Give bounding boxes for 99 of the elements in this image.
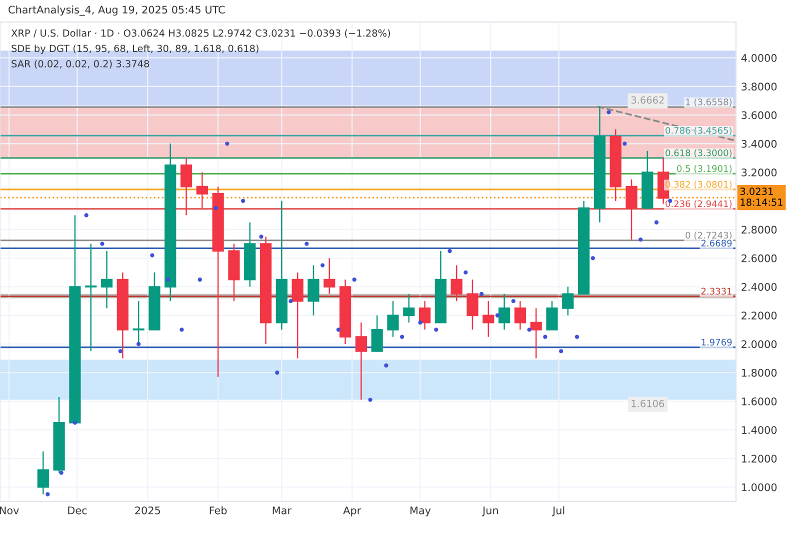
candlestick [85, 243, 97, 352]
y-tick-label: 4.0000 [741, 54, 777, 62]
ref-line-label: 0 (2.7243) [686, 232, 732, 240]
x-tick-label: May [410, 506, 431, 516]
annotation: SDE by DGT (15, 95, 68, Left, 30, 89, 1.618, 0.618) [12, 44, 258, 54]
point [654, 220, 659, 224]
point [84, 213, 88, 218]
candlestick [37, 450, 49, 495]
candlestick [308, 264, 320, 316]
point [136, 342, 141, 346]
candlestick [355, 322, 367, 400]
candlestick [403, 293, 415, 324]
point [275, 370, 280, 375]
candlestick [132, 300, 144, 345]
y-tick-label: 1.4000 [742, 426, 777, 434]
point [590, 256, 595, 260]
y-tick-label: 3.8000 [742, 82, 777, 91]
y-tick-label: 2.0000 [742, 340, 777, 348]
ref-line-label: 3.0231 18:14:51 [740, 188, 782, 206]
point [384, 363, 388, 368]
x-tick-label: 2025 [135, 506, 160, 514]
point [150, 253, 154, 258]
text: XRP / U.S. Dollar · 1D · O3.0624 H3.0825 L2.9742 C3.0231 −0.0393 (−1.28%) [11, 29, 390, 38]
point [543, 334, 548, 339]
x-tick-label: Dec [68, 506, 87, 514]
point [180, 328, 184, 332]
point [495, 313, 500, 318]
y-tick-label: 1.2000 [742, 454, 777, 463]
x-tick-label: Mar [272, 506, 292, 514]
ref-line-label: 0.786 (3.4565) [666, 126, 732, 135]
point [72, 420, 78, 425]
candlestick [450, 264, 462, 302]
candlestick [482, 300, 494, 338]
chart-title: ChartAnalysis_4, Aug 19, 2025 05:45 UTC [8, 6, 225, 16]
ref-line-label: 1.9769 [702, 338, 732, 346]
point [434, 328, 438, 332]
candlestick [100, 250, 113, 309]
candlestick [626, 178, 638, 240]
x-tick-label: Feb [210, 506, 227, 514]
point [320, 263, 325, 268]
y-tick-label: 2.4000 [742, 282, 777, 291]
y-tick-label: 2.2000 [742, 312, 777, 320]
point [527, 328, 532, 332]
ref-line-label: 1 (3.6558) [686, 98, 732, 106]
point [240, 198, 246, 203]
point [368, 398, 372, 402]
point [511, 298, 516, 304]
band-label: 3.6662 [631, 96, 664, 104]
candlestick [371, 314, 383, 352]
candlestick [546, 300, 558, 330]
candlestick [562, 286, 574, 316]
y-tick-label: 3.6000 [742, 111, 777, 120]
y-tick-label: 2.6000 [742, 254, 777, 262]
ref-line-label: 0.236 (2.9441) [666, 200, 732, 208]
y-tick-label: 1.8000 [742, 368, 777, 377]
ref-line-label: 2.6689 [701, 240, 732, 247]
candlestick [387, 300, 399, 338]
point [559, 349, 564, 354]
point [606, 110, 611, 114]
point [638, 237, 643, 242]
point [288, 298, 293, 304]
point [59, 470, 64, 475]
point [479, 292, 484, 296]
y-tick-label: 1.0000 [742, 483, 777, 492]
y-tick-label: 2.8000 [742, 226, 777, 234]
point [418, 320, 422, 325]
ref-line-label: 0.5 (3.1901) [677, 164, 732, 174]
candlestick [196, 172, 208, 209]
annotation: SAR (0.02, 0.02, 0.2) 3.3748 [12, 60, 150, 69]
x-tick-label: Jul [552, 506, 564, 516]
point [336, 328, 341, 332]
point [464, 270, 468, 275]
y-tick-label: 3.2000 [742, 168, 777, 176]
candlestick [466, 278, 478, 330]
point [259, 234, 264, 239]
ref-line-label: 0.618 (3.3000) [666, 149, 732, 158]
ref-line-label: 2.3331 [701, 288, 732, 295]
point [622, 142, 627, 146]
band-label: 1.6106 [632, 400, 664, 408]
point [214, 206, 218, 210]
y-tick-label: 1.6000 [742, 397, 777, 406]
point [448, 248, 452, 254]
point [225, 142, 230, 146]
ref-line-label: 0.382 (3.0801) [666, 180, 732, 189]
point [166, 278, 170, 282]
x-tick-label: Nov [0, 506, 19, 514]
point [198, 278, 202, 282]
candlestick [418, 300, 431, 330]
point [304, 242, 309, 246]
x-tick-label: Jun [482, 506, 498, 516]
point [118, 349, 122, 354]
candlestick [180, 157, 192, 216]
point [352, 278, 356, 282]
point [100, 242, 104, 246]
x-tick-label: Apr [343, 506, 362, 516]
y-tick-label: 3.4000 [742, 140, 777, 148]
point [46, 492, 50, 496]
point [400, 334, 404, 339]
point [574, 334, 580, 339]
